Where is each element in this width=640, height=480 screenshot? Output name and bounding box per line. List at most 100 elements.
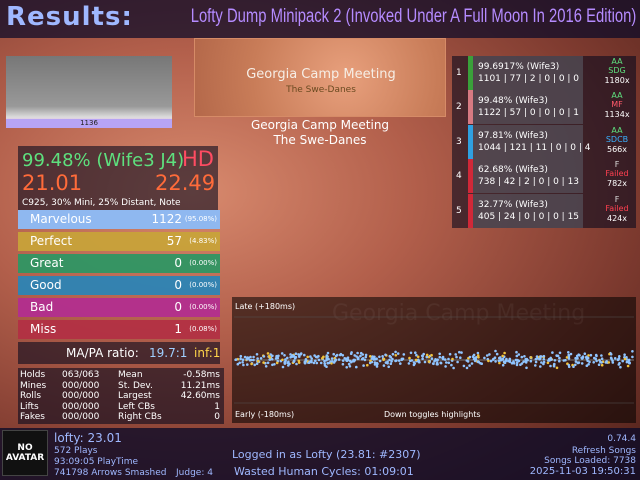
ssr-rating: 22.49 (155, 171, 216, 195)
offset-dot (356, 351, 359, 355)
offset-dot (288, 362, 291, 366)
offset-dot (372, 356, 376, 360)
scoreboard-row[interactable]: 3 97.81% (Wife3) 1044 | 121 | 11 | 0 | 0 |… (452, 124, 636, 159)
offset-dot (253, 363, 256, 367)
offset-dot (391, 357, 394, 361)
judgment-label: Miss (30, 322, 57, 336)
offset-dot (252, 355, 255, 359)
offset-dot (625, 360, 629, 364)
score-rank: 1 (456, 68, 462, 78)
offset-dot (241, 358, 245, 361)
offset-dot (359, 354, 362, 358)
offset-dot (494, 360, 497, 363)
judgment-row: Bad 0 (0.00%) (18, 298, 220, 317)
offset-dot (540, 361, 543, 364)
wife-percent: 99.48% (Wife3 J4) (22, 150, 185, 171)
offset-dot (309, 355, 312, 358)
score-grade: AA (611, 125, 623, 135)
offset-dot (408, 356, 411, 360)
scoreboard-row[interactable]: 1 99.6917% (Wife3) 1101 | 77 | 2 | 0 | 0 |… (452, 56, 636, 90)
grade: HD (182, 147, 214, 171)
offset-dot (438, 355, 442, 359)
scoreboard-row[interactable]: 4 62.68% (Wife3) 738 | 42 | 2 | 0 | 0 | 13… (452, 159, 636, 194)
offset-dot (515, 350, 518, 354)
offset-dot (363, 358, 367, 362)
avatar[interactable]: NO AVATAR (2, 430, 48, 476)
offset-dot (487, 359, 490, 363)
offset-dot (355, 365, 358, 369)
score-grade: F (614, 194, 620, 204)
offset-dot (266, 361, 270, 365)
offset-dot (485, 354, 489, 357)
judgment-count: 1 (174, 322, 182, 336)
offset-dot (306, 355, 309, 359)
offset-dot (430, 353, 433, 357)
timing-label: Left CBs (118, 401, 155, 412)
offset-dot (459, 356, 462, 359)
offset-dot (390, 360, 393, 363)
judgment-fill (18, 254, 220, 273)
max-combo: 1134x (604, 110, 630, 120)
timing-value: 11.21ms (180, 380, 220, 391)
score-panel (18, 146, 218, 212)
clear-type: SDCB (605, 134, 629, 144)
refresh-songs-button[interactable]: Refresh Songs (571, 446, 636, 456)
offset-dot (512, 360, 515, 363)
score-judgments: 738 | 42 | 2 | 0 | 0 | 13 (478, 177, 580, 188)
offset-dot (243, 355, 247, 359)
judgment-label: Marvelous (30, 212, 92, 226)
offset-dot (501, 357, 505, 361)
header-bar (0, 0, 640, 38)
offset-dot (283, 362, 287, 365)
offset-dot (455, 355, 458, 359)
stats-panel: Holds 063/063 Mines 000/000 Rolls 000/000 Lift… (18, 368, 224, 424)
offset-dot (439, 361, 442, 365)
offset-dot (269, 353, 272, 356)
offset-dot (397, 359, 401, 362)
offset-dot (391, 352, 395, 356)
scoreboard-row[interactable]: 5 32.77% (Wife3) 405 | 24 | 0 | 0 | 0 | 15… (452, 193, 636, 228)
offset-dot (425, 355, 429, 359)
offset-dot (466, 360, 470, 363)
offset-dot (297, 361, 301, 364)
offset-dot (256, 359, 260, 363)
offset-dot (327, 361, 331, 365)
offset-dot (384, 361, 388, 364)
offset-dot (577, 353, 580, 356)
offset-dot (242, 363, 245, 367)
offset-dot (451, 357, 454, 361)
offset-dot (489, 359, 493, 363)
score-bar (468, 90, 473, 125)
offset-dot (618, 355, 621, 358)
mapa-value: 19.7:1 (149, 346, 188, 360)
offset-dot (616, 358, 620, 361)
offset-dot (502, 360, 506, 364)
offset-dot (609, 356, 613, 360)
offset-dot (252, 358, 255, 362)
timing-value: 0 (214, 412, 220, 422)
scoreboard-row[interactable]: 2 99.48% (Wife3) 1122 | 57 | 0 | 0 | 0 | 1… (452, 90, 636, 125)
offset-dot (286, 361, 289, 365)
offset-dot (460, 351, 463, 354)
offset-dot (337, 358, 341, 361)
offset-dot (362, 364, 365, 367)
radar-label: Holds (20, 370, 46, 380)
offset-dot (310, 357, 313, 360)
late-label: Late (+180ms) (235, 302, 296, 311)
offset-dot (567, 365, 571, 369)
clock: 2025-11-03 19:50:31 (529, 466, 636, 477)
song-artist: The Swe-Danes (273, 133, 367, 147)
offset-dot (593, 356, 596, 360)
offset-dot (447, 361, 451, 365)
offset-dot (427, 360, 431, 363)
offset-dot (343, 357, 346, 360)
offset-dot (433, 360, 436, 363)
offset-dot (241, 361, 244, 364)
early-label: Early (-180ms) (235, 410, 295, 419)
score-grade: AA (611, 57, 623, 66)
offset-dot (381, 355, 384, 358)
offset-dot (555, 354, 558, 357)
score-judgments: 1044 | 121 | 11 | 0 | 0 | 4 (478, 142, 591, 153)
offset-dot (303, 353, 306, 357)
offset-dot (617, 363, 621, 366)
